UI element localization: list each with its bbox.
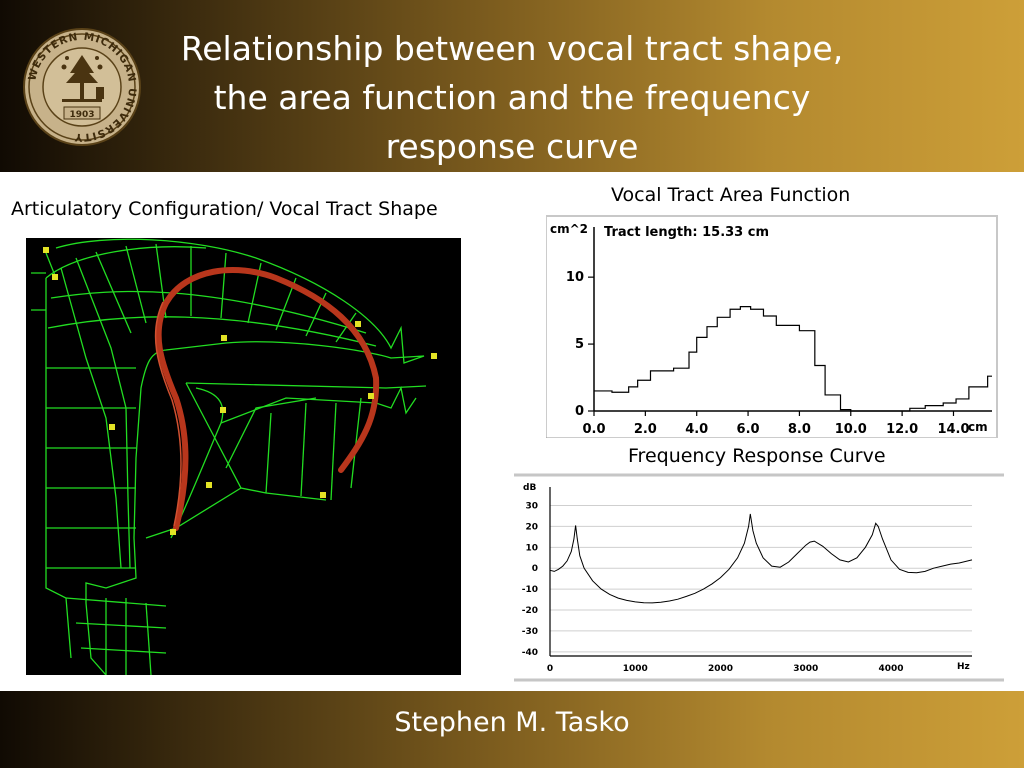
freq-ytick-label: -20 xyxy=(522,606,538,616)
area-ytick-label: 5 xyxy=(575,337,584,352)
vocal-tract-mesh xyxy=(31,238,427,676)
area-xtick-label: 4.0 xyxy=(685,422,708,437)
area-xtick-label: 6.0 xyxy=(737,422,760,437)
area-ytick-label: 0 xyxy=(575,404,584,419)
area-xtick-label: 2.0 xyxy=(634,422,657,437)
tree-icon xyxy=(61,55,104,102)
area-xtick-label: 12.0 xyxy=(886,422,918,437)
freq-ytick-label: 0 xyxy=(532,564,538,574)
freq-xtick-label: 2000 xyxy=(708,664,733,674)
freq-ytick-label: 30 xyxy=(525,502,538,512)
area-xtick-label: 10.0 xyxy=(835,422,867,437)
area-xlabel: cm xyxy=(968,420,988,434)
freq-xtick-label: 0 xyxy=(547,664,553,674)
frequency-response-chart: dB Hz 30 20 10 0 -10 -20 -30 -40 0 1000 2000 3000 40… xyxy=(514,473,1004,683)
area-xtick-label: 8.0 xyxy=(788,422,811,437)
frequency-response-caption: Frequency Response Curve xyxy=(628,445,886,467)
seal-year: 1903 xyxy=(69,110,94,120)
area-function-chart: cm^2 Tract length: 15.33 cm cm 0.0 2.0 4.0… xyxy=(545,214,999,439)
freq-ytick-label: -10 xyxy=(522,585,538,595)
freq-ytick-label: -30 xyxy=(522,627,538,637)
tongue-contour xyxy=(155,267,380,531)
area-annotation: Tract length: 15.33 cm xyxy=(604,225,769,240)
freq-ytick-label: -40 xyxy=(522,648,538,658)
slide-footer: Stephen M. Tasko xyxy=(0,691,1024,768)
freq-xtick-label: 3000 xyxy=(793,664,818,674)
vocal-tract-shape-caption: Articulatory Configuration/ Vocal Tract … xyxy=(11,198,438,220)
freq-xtick-label: 1000 xyxy=(623,664,648,674)
frequency-response-line xyxy=(549,513,973,604)
area-function-caption: Vocal Tract Area Function xyxy=(611,184,851,206)
freq-ytick-label: 10 xyxy=(525,543,538,553)
freq-ytick-label: 20 xyxy=(525,522,538,532)
slide-title: Relationship between vocal tract shape, … xyxy=(180,29,844,166)
area-ytick-label: 10 xyxy=(566,270,584,285)
mesh-markers xyxy=(43,247,437,535)
area-function-line xyxy=(594,306,992,412)
area-xtick-label: 14.0 xyxy=(937,422,969,437)
area-xtick-label: 0.0 xyxy=(582,422,605,437)
freq-xlabel: Hz xyxy=(957,662,970,672)
freq-ylabel: dB xyxy=(523,483,536,493)
slide-header: WESTERN MICHIGAN UNIVERSITY 1903 Relatio… xyxy=(0,0,1024,172)
freq-xtick-label: 4000 xyxy=(878,664,903,674)
vocal-tract-mesh-image xyxy=(26,238,461,676)
university-seal: WESTERN MICHIGAN UNIVERSITY 1903 xyxy=(23,28,141,146)
area-ylabel: cm^2 xyxy=(550,222,588,236)
author-name: Stephen M. Tasko xyxy=(394,707,630,738)
